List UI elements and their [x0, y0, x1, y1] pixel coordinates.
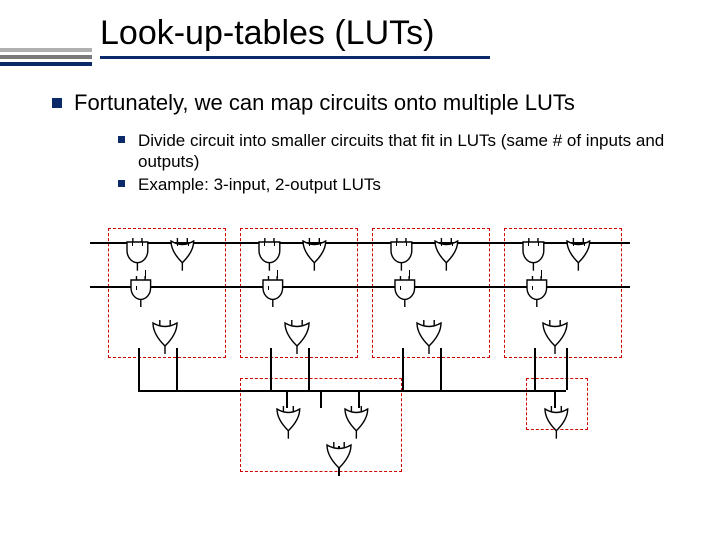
and-gate [126, 238, 149, 271]
vwire-2 [270, 348, 272, 390]
vwire-9 [320, 390, 322, 408]
or-gate [544, 406, 569, 439]
tap [264, 242, 265, 246]
or-gate [302, 238, 327, 271]
tap [406, 242, 407, 246]
tap [277, 270, 278, 278]
tap [177, 242, 178, 246]
circuit-diagram [90, 220, 650, 500]
and-gate [522, 238, 545, 271]
and-gate [394, 276, 416, 307]
bullet-square-2a [118, 136, 125, 143]
tap [532, 286, 533, 290]
vwire-4 [402, 348, 404, 390]
vwire-1 [176, 348, 178, 390]
tap [136, 286, 137, 290]
stripe-2 [0, 55, 92, 59]
and-gate [258, 238, 281, 271]
page-title: Look-up-tables (LUTs) [100, 14, 434, 53]
hwire-1 [90, 286, 630, 288]
bullet-sub1: Divide circuit into smaller circuits tha… [138, 130, 678, 173]
vwire-7 [566, 348, 568, 390]
title-stripes [0, 48, 92, 69]
or-gate [542, 320, 568, 354]
vwire-5 [440, 348, 442, 390]
tap [145, 270, 146, 278]
bullet-main: Fortunately, we can map circuits onto mu… [74, 90, 575, 116]
tap [400, 286, 401, 290]
tap [441, 242, 442, 246]
or-gate [276, 406, 301, 439]
tap [309, 242, 310, 246]
and-gate [526, 276, 548, 307]
or-gate [326, 442, 352, 476]
bullet-sub2: Example: 3-input, 2-output LUTs [138, 174, 678, 195]
vwire-3 [308, 348, 310, 390]
tap [320, 242, 321, 246]
tap [528, 242, 529, 246]
bullet-square-1 [52, 98, 62, 108]
title-underline [100, 56, 490, 59]
tap [452, 242, 453, 246]
tap [188, 242, 189, 246]
or-gate [284, 320, 310, 354]
or-gate [152, 320, 178, 354]
or-gate [416, 320, 442, 354]
hwire-2 [138, 390, 566, 392]
tap [396, 242, 397, 246]
tap [409, 270, 410, 278]
tap [584, 242, 585, 246]
vwire-0 [138, 348, 140, 390]
stripe-1 [0, 48, 92, 52]
tap [142, 242, 143, 246]
or-gate [344, 406, 369, 439]
or-gate [566, 238, 591, 271]
stripe-3 [0, 62, 92, 66]
tap [268, 286, 269, 290]
or-gate [170, 238, 195, 271]
tap [132, 242, 133, 246]
tap [573, 242, 574, 246]
and-gate [390, 238, 413, 271]
and-gate [262, 276, 284, 307]
or-gate [434, 238, 459, 271]
tap [274, 242, 275, 246]
tap [538, 242, 539, 246]
bullet-square-2b [118, 180, 125, 187]
and-gate [130, 276, 152, 307]
tap [541, 270, 542, 278]
vwire-6 [534, 348, 536, 390]
